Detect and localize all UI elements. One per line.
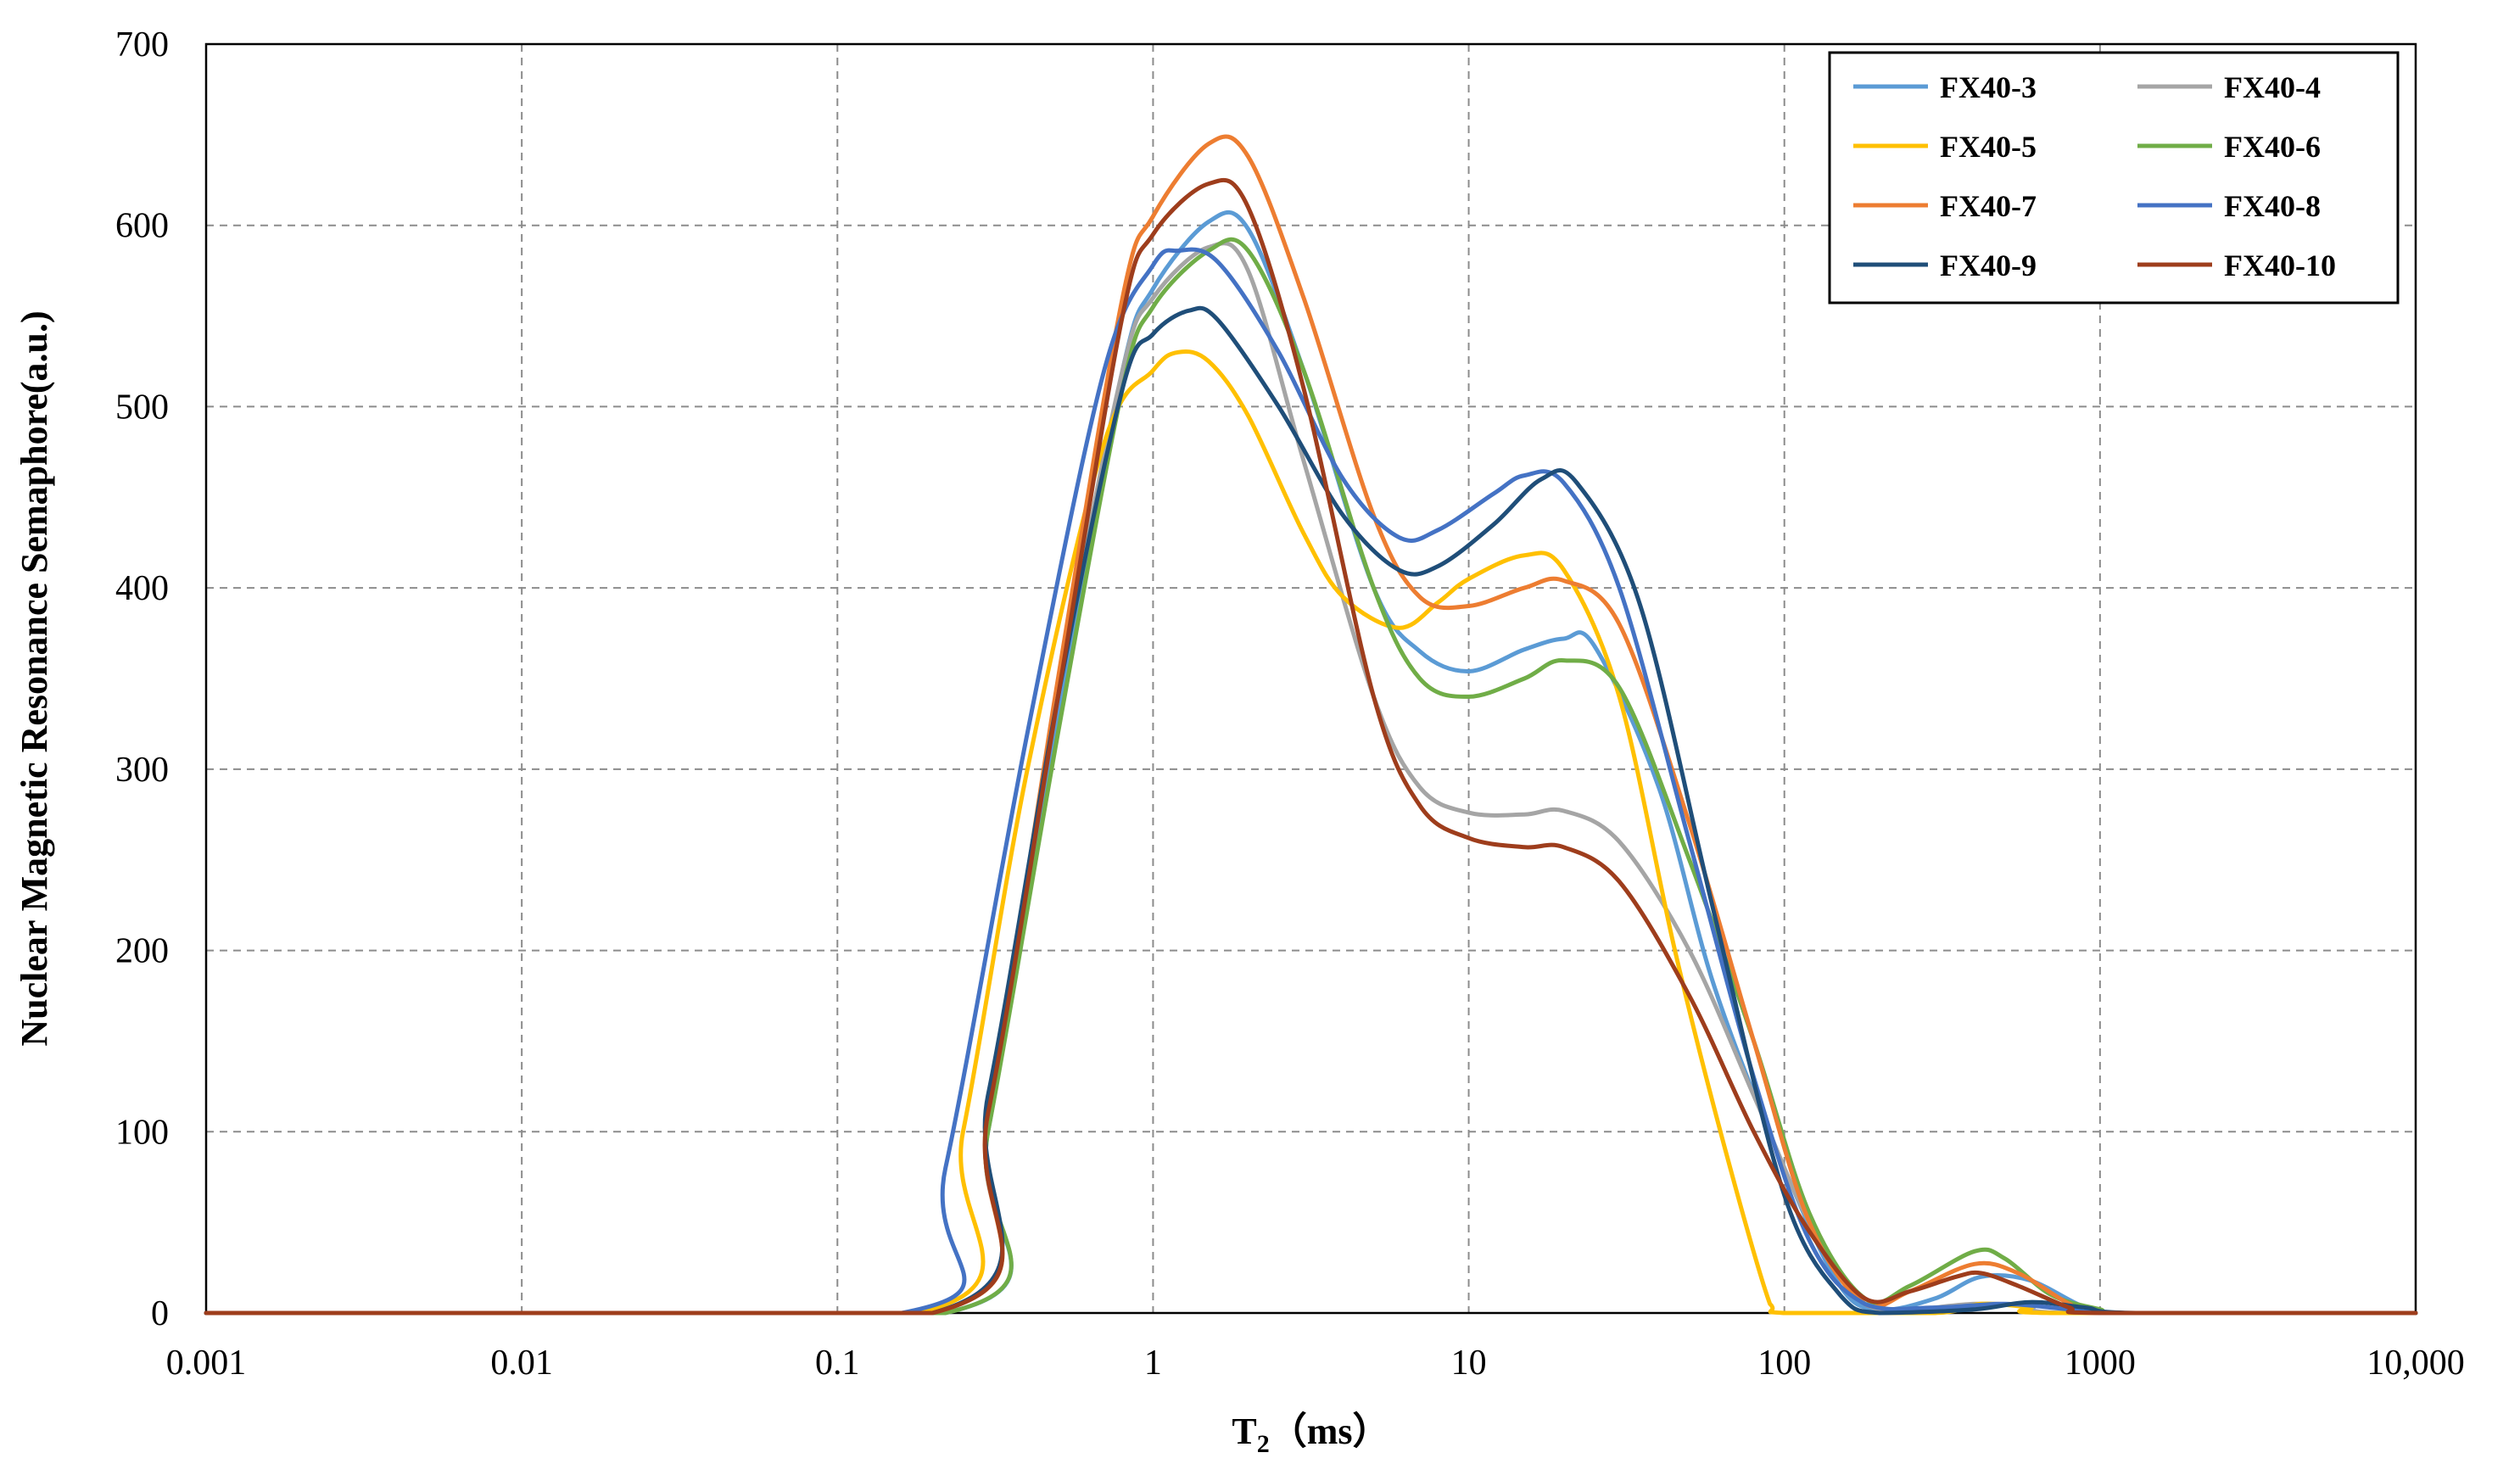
series-line-fx40-6: [204, 237, 2418, 1316]
x-tick-label: 0.001: [166, 1344, 247, 1383]
x-tick-label: 10,000: [2366, 1344, 2465, 1383]
x-tick-label: 10: [1451, 1344, 1487, 1383]
x-axis-title-unit: （ms）: [1270, 1411, 1390, 1452]
legend-label-fx40-8: FX40-8: [2224, 189, 2321, 223]
x-tick-label: 1: [1144, 1344, 1162, 1383]
series-lines: [204, 134, 2418, 1316]
x-axis-title-subscript: 2: [1257, 1430, 1270, 1458]
legend-label-fx40-9: FX40-9: [1940, 249, 2037, 282]
grid-lines: [206, 44, 2416, 1313]
legend-label-fx40-4: FX40-4: [2224, 70, 2321, 104]
plot-area-frame: [204, 42, 2417, 1315]
legend-label-fx40-7: FX40-7: [1940, 189, 2037, 223]
y-axis-title: Nuclear Magnetic Resonance Semaphore(a.u…: [14, 310, 55, 1046]
x-tick-label: 0.1: [815, 1344, 860, 1383]
x-tick-label: 0.01: [490, 1344, 553, 1383]
legend-label-fx40-10: FX40-10: [2224, 249, 2336, 282]
y-tick-label: 300: [115, 751, 169, 790]
x-tick-label: 100: [1757, 1344, 1811, 1383]
x-tick-label: 1000: [2065, 1344, 2136, 1383]
y-axis-tick-labels: 0 100 200 300 400 500 600 700: [115, 25, 169, 1333]
legend-label-fx40-3: FX40-3: [1940, 70, 2037, 104]
series-line-fx40-10: [204, 177, 2418, 1316]
x-axis-title-main: T: [1232, 1411, 1256, 1452]
series-line-fx40-8: [204, 247, 2418, 1316]
y-tick-label: 400: [115, 569, 169, 608]
y-tick-label: 500: [115, 388, 169, 427]
y-tick-label: 200: [115, 932, 169, 971]
y-tick-label: 700: [115, 25, 169, 64]
x-axis-title: T2（ms）: [1232, 1411, 1389, 1458]
y-tick-label: 0: [151, 1294, 169, 1333]
y-tick-label: 100: [115, 1113, 169, 1152]
series-line-fx40-9: [204, 305, 2418, 1316]
legend-label-fx40-5: FX40-5: [1940, 130, 2037, 164]
legend-box: [1828, 51, 2400, 304]
x-axis-tick-labels: 0.001 0.01 0.1 1 10 100 1000 10,000: [166, 1344, 2465, 1383]
y-tick-label: 600: [115, 207, 169, 246]
legend: FX40-3 FX40-4 FX40-5 FX40-6 FX40-7 FX40-8 FX40…: [1828, 51, 2400, 304]
legend-label-fx40-6: FX40-6: [2224, 130, 2321, 164]
